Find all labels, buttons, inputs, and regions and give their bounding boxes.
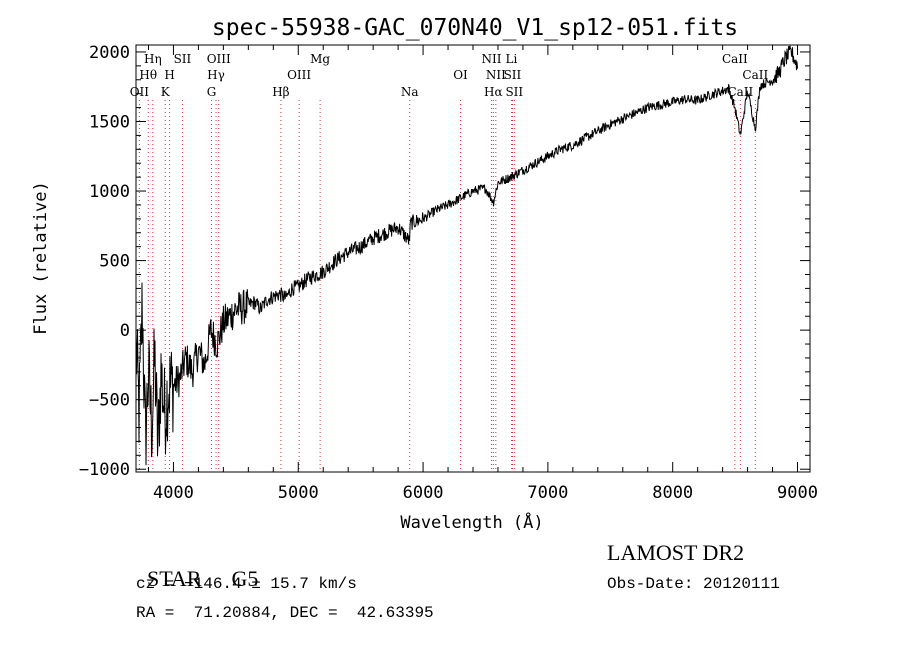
x-tick-label: 6000 [403, 483, 444, 503]
y-tick-label: −500 [89, 391, 130, 411]
spectrum-series-line [135, 45, 798, 466]
y-tick-label: −1000 [79, 460, 130, 480]
spectral-class: STAR G5 [136, 540, 258, 592]
spectral-line-label: CaII [742, 68, 768, 82]
y-tick-label: 1000 [89, 182, 130, 202]
spectral-line-label: SII [505, 85, 523, 99]
spectral-line-label: Hβ [272, 85, 289, 99]
obs-date-label: Obs-Date: 20120111 [607, 575, 780, 593]
spectral-line-label: K [161, 85, 171, 99]
spectral-line-label: Li [506, 52, 518, 66]
y-tick-label: 1500 [89, 112, 130, 132]
subclass-label: G5 [231, 566, 259, 591]
spectral-line-label: Hη [144, 52, 162, 66]
chart-title: spec-55938-GAC_070N40_V1_sp12-051.fits [212, 15, 738, 41]
x-tick-label: 5000 [278, 483, 319, 503]
spectral-line-label: OIII [287, 68, 311, 82]
spectral-line-label: CaII [722, 52, 748, 66]
coordinates-label: RA = 71.20884, DEC = 42.63395 [136, 604, 434, 622]
spectral-line-label: SII [174, 52, 192, 66]
spectral-line-label: Mg [310, 52, 330, 66]
spectral-line-label: Hα [484, 85, 503, 99]
x-tick-label: 4000 [153, 483, 194, 503]
spectral-line-label: OI [453, 68, 468, 82]
spectral-line-label: H [164, 68, 174, 82]
survey-label: LAMOST DR2 [607, 540, 745, 565]
spectral-line-label: G [207, 85, 217, 99]
x-axis-ticks: 4000 5000 6000 7000 8000 9000 [147, 45, 818, 503]
x-tick-label: 7000 [527, 483, 568, 503]
spectral-line-label: OIII [207, 52, 231, 66]
y-axis-label: Flux (relative) [31, 181, 51, 335]
spectral-line-label: SII [504, 68, 522, 82]
y-axis-ticks: −1000 −500 0 500 1000 1500 2000 [79, 43, 810, 480]
spectral-line-label: Hθ [139, 68, 157, 82]
spectral-line-label: Na [401, 85, 419, 99]
spectral-line-label: OII [130, 85, 150, 99]
y-tick-label: 500 [99, 252, 130, 272]
x-tick-label: 9000 [777, 483, 818, 503]
plot-frame [135, 44, 811, 473]
class-label: STAR [147, 566, 202, 591]
y-tick-label: 2000 [89, 43, 130, 63]
spectral-line-label: NII [486, 68, 506, 82]
redshift-label: cz = −146.4 ± 15.7 km/s [136, 575, 357, 593]
y-tick-label: 0 [120, 321, 130, 341]
spectral-line-labels: OIIHθHηKHSIIGHγOIIIHβOIIIMgNaOINIIHαNIIL… [130, 52, 769, 99]
x-axis-label: Wavelength (Å) [400, 511, 543, 533]
spectral-line-label: NII [481, 52, 501, 66]
spectral-line-label: Hγ [207, 68, 225, 82]
spectral-line-markers [138, 100, 756, 472]
x-tick-label: 8000 [652, 483, 693, 503]
